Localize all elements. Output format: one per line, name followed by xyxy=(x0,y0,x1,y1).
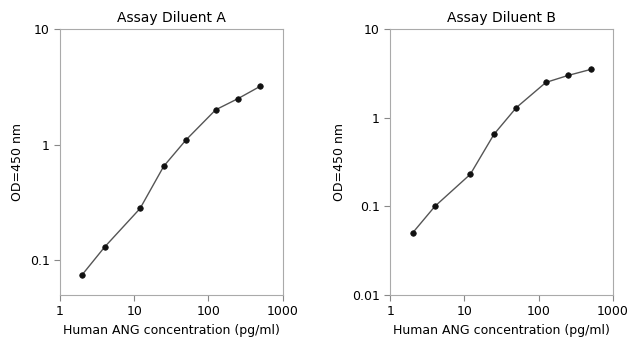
X-axis label: Human ANG concentration (pg/ml): Human ANG concentration (pg/ml) xyxy=(393,324,610,337)
X-axis label: Human ANG concentration (pg/ml): Human ANG concentration (pg/ml) xyxy=(63,324,280,337)
Title: Assay Diluent B: Assay Diluent B xyxy=(447,11,556,25)
Y-axis label: OD=450 nm: OD=450 nm xyxy=(11,123,24,201)
Y-axis label: OD=450 nm: OD=450 nm xyxy=(333,123,346,201)
Title: Assay Diluent A: Assay Diluent A xyxy=(117,11,226,25)
